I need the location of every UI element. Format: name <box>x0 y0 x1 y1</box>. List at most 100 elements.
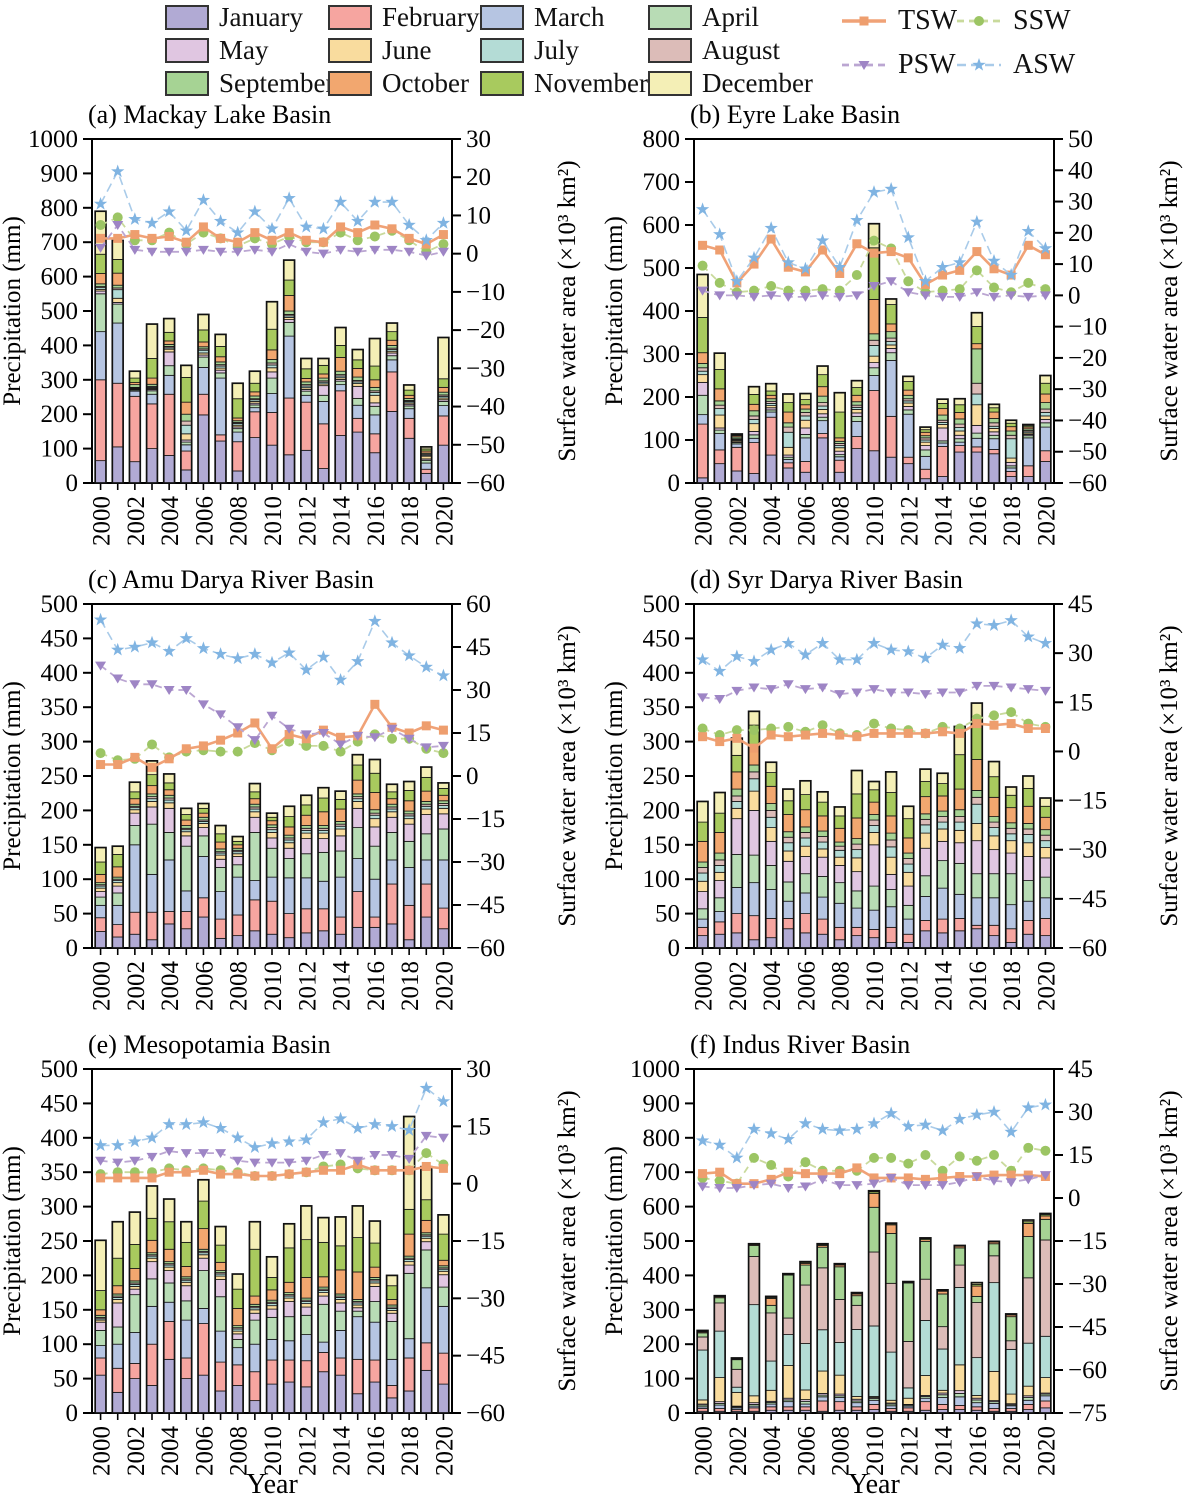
legend-label: December <box>702 68 813 98</box>
tsw-line-sample-icon <box>842 16 886 26</box>
svg-text:450: 450 <box>643 625 681 652</box>
svg-text:Year: Year <box>848 1469 900 1499</box>
svg-text:2006: 2006 <box>793 961 820 1011</box>
svg-text:2012: 2012 <box>294 1426 321 1476</box>
svg-text:2000: 2000 <box>691 1426 718 1476</box>
svg-text:30: 30 <box>1068 640 1093 667</box>
svg-text:0: 0 <box>668 470 681 497</box>
svg-text:2018: 2018 <box>397 496 424 546</box>
svg-text:2010: 2010 <box>862 961 889 1011</box>
svg-text:−50: −50 <box>466 432 505 459</box>
svg-text:2010: 2010 <box>260 1426 287 1476</box>
svg-text:1000: 1000 <box>28 126 78 153</box>
svg-text:2020: 2020 <box>1033 496 1060 546</box>
svg-text:2016: 2016 <box>965 1426 992 1476</box>
svg-text:300: 300 <box>643 341 681 368</box>
svg-text:0: 0 <box>66 470 79 497</box>
svg-text:2000: 2000 <box>89 496 116 546</box>
svg-text:2008: 2008 <box>828 961 855 1011</box>
svg-text:2008: 2008 <box>828 1426 855 1476</box>
svg-text:2012: 2012 <box>294 496 321 546</box>
svg-text:2018: 2018 <box>999 1426 1026 1476</box>
svg-text:2004: 2004 <box>157 961 184 1012</box>
svg-text:600: 600 <box>41 264 79 291</box>
asw-line-sample-icon <box>957 58 1001 71</box>
svg-text:2010: 2010 <box>862 1426 889 1476</box>
svg-text:Surface water area (×10³ km²): Surface water area (×10³ km²) <box>554 160 581 461</box>
svg-text:2000: 2000 <box>89 961 116 1011</box>
svg-text:100: 100 <box>41 436 79 463</box>
svg-text:Precipitation (mm): Precipitation (mm) <box>602 1146 628 1336</box>
august-swatch <box>648 38 692 63</box>
svg-text:2008: 2008 <box>226 961 253 1011</box>
svg-text:2014: 2014 <box>329 961 356 1012</box>
svg-text:250: 250 <box>41 1228 79 1255</box>
svg-text:2002: 2002 <box>725 961 752 1011</box>
svg-text:700: 700 <box>41 229 79 256</box>
january-swatch <box>165 5 209 30</box>
svg-text:−15: −15 <box>1068 788 1107 815</box>
legend-item-psw: PSW <box>840 50 956 80</box>
svg-text:45: 45 <box>466 634 491 661</box>
svg-text:2002: 2002 <box>725 1426 752 1476</box>
svg-text:150: 150 <box>41 1297 79 1324</box>
legend-item-may: May <box>165 37 269 64</box>
svg-text:15: 15 <box>466 1113 491 1140</box>
svg-text:2018: 2018 <box>397 1426 424 1476</box>
svg-text:−45: −45 <box>1068 1314 1107 1341</box>
chart-canvas: (c) Amu Darya River Basin050100150200250… <box>0 565 581 1012</box>
svg-text:Surface water area (×10³ km²): Surface water area (×10³ km²) <box>1156 625 1183 926</box>
legend-label: TSW <box>898 5 958 36</box>
svg-text:800: 800 <box>41 195 79 222</box>
svg-text:400: 400 <box>41 332 79 359</box>
svg-text:Precipitation (mm): Precipitation (mm) <box>602 216 628 406</box>
svg-text:30: 30 <box>466 1056 491 1083</box>
svg-text:500: 500 <box>41 1056 79 1083</box>
svg-text:2004: 2004 <box>157 496 184 547</box>
svg-text:2020: 2020 <box>431 496 458 546</box>
svg-text:2020: 2020 <box>1033 1426 1060 1476</box>
svg-text:(b) Eyre Lake Basin: (b) Eyre Lake Basin <box>690 100 900 129</box>
svg-text:−60: −60 <box>466 935 505 962</box>
svg-text:Precipitation (mm): Precipitation (mm) <box>0 681 26 871</box>
chart-canvas: (d) Syr Darya River Basin050100150200250… <box>601 565 1183 1011</box>
svg-text:250: 250 <box>643 763 681 790</box>
svg-text:0: 0 <box>466 763 479 790</box>
svg-text:Precipitation (mm): Precipitation (mm) <box>0 216 26 406</box>
svg-text:Precipitation (mm): Precipitation (mm) <box>602 681 628 871</box>
chart-canvas: (f) Indus River Basin0100200300400500600… <box>601 1030 1183 1499</box>
legend-item-february: February <box>328 4 479 31</box>
svg-text:10: 10 <box>466 202 491 229</box>
subplot-b-eyre-lake-basin: (b) Eyre Lake Basin 0 100 200 300 400 500 600 70… <box>601 95 1204 565</box>
svg-text:30: 30 <box>466 677 491 704</box>
svg-text:2012: 2012 <box>896 961 923 1011</box>
legend-item-tsw: TSW <box>840 6 957 36</box>
svg-text:2000: 2000 <box>691 496 718 546</box>
svg-text:2008: 2008 <box>226 1426 253 1476</box>
svg-text:0: 0 <box>466 241 479 268</box>
svg-text:−30: −30 <box>466 849 505 876</box>
svg-text:2006: 2006 <box>191 496 218 546</box>
svg-text:Surface water area (×10³ km²): Surface water area (×10³ km²) <box>554 625 581 926</box>
svg-text:−10: −10 <box>466 279 505 306</box>
svg-text:−30: −30 <box>1068 1271 1107 1298</box>
svg-text:250: 250 <box>41 763 79 790</box>
svg-text:−60: −60 <box>1068 1357 1107 1384</box>
ssw-line-sample-icon <box>957 16 1001 26</box>
svg-text:2002: 2002 <box>725 496 752 546</box>
svg-text:150: 150 <box>41 832 79 859</box>
svg-text:−45: −45 <box>466 892 505 919</box>
svg-text:2014: 2014 <box>329 496 356 547</box>
svg-text:2016: 2016 <box>363 1426 390 1476</box>
svg-text:200: 200 <box>41 401 79 428</box>
svg-text:30: 30 <box>1068 189 1093 216</box>
legend-label: October <box>382 68 469 98</box>
legend-item-june: June <box>328 37 432 64</box>
subplot-c-amu-darya-river-basin: (c) Amu Darya River Basin 0 50 100 150 200 250… <box>0 560 602 1030</box>
svg-text:Surface water area (×10³ km²): Surface water area (×10³ km²) <box>1156 160 1183 461</box>
svg-text:2012: 2012 <box>896 496 923 546</box>
svg-text:−45: −45 <box>466 1343 505 1370</box>
chart-canvas: (b) Eyre Lake Basin010020030040050060070… <box>601 100 1183 546</box>
svg-text:−15: −15 <box>466 1228 505 1255</box>
